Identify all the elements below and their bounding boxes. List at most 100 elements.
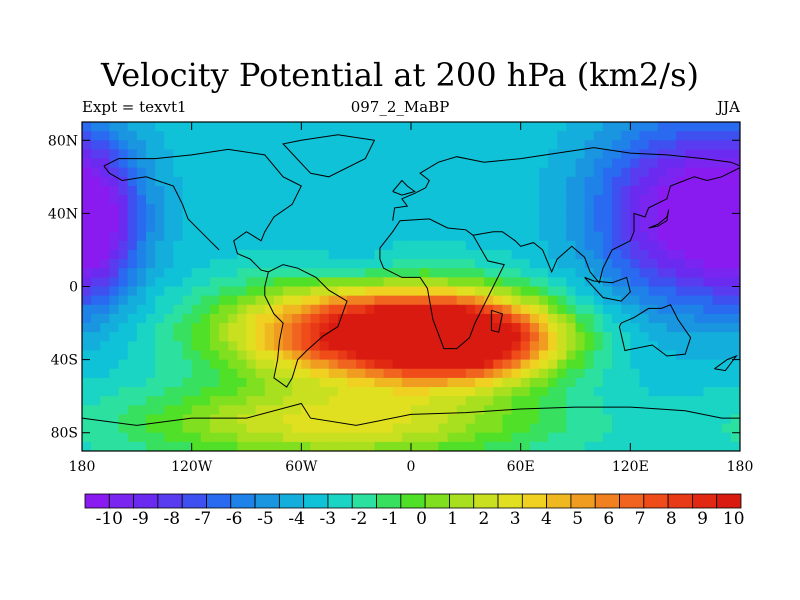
field-cell	[493, 286, 503, 297]
field-cell	[520, 341, 531, 352]
field-cell	[173, 185, 184, 196]
field-cell	[557, 323, 567, 333]
field-cell	[191, 176, 202, 187]
field-cell	[91, 423, 101, 434]
field-cell	[474, 313, 485, 324]
colorbar-swatch	[424, 493, 450, 509]
field-cell	[721, 149, 732, 160]
field-cell	[191, 268, 202, 278]
field-cell	[82, 122, 92, 132]
field-cell	[639, 350, 650, 361]
field-cell	[639, 432, 650, 443]
field-cell	[520, 441, 531, 451]
field-cell	[82, 332, 92, 342]
field-cell	[566, 222, 577, 233]
field-cell	[91, 158, 101, 169]
field-cell	[127, 405, 138, 416]
field-cell	[182, 313, 193, 324]
field-cell	[538, 286, 549, 297]
field-cell	[356, 149, 366, 160]
field-cell	[91, 140, 101, 151]
field-cell	[91, 341, 101, 352]
field-cell	[109, 323, 120, 333]
colorbar-label: -5	[257, 509, 274, 529]
field-cell	[420, 140, 430, 151]
field-cell	[301, 359, 312, 370]
field-cell	[520, 286, 531, 297]
field-cell	[109, 195, 120, 205]
field-cell	[109, 277, 120, 288]
field-cell	[438, 295, 449, 306]
field-cell	[730, 249, 740, 260]
field-cell	[292, 140, 302, 151]
field-cell	[685, 222, 695, 233]
field-cell	[548, 295, 558, 306]
field-cell	[657, 387, 668, 397]
field-cell	[246, 158, 257, 169]
field-cell	[474, 341, 485, 352]
colorbar-swatch	[449, 493, 475, 509]
field-cell	[411, 167, 421, 178]
field-cell	[228, 332, 238, 342]
field-cell	[721, 249, 732, 260]
field-cell	[347, 359, 357, 370]
field-cell	[200, 414, 211, 425]
field-cell	[173, 341, 184, 352]
field-cell	[502, 350, 513, 361]
field-cell	[529, 332, 540, 342]
field-cell	[639, 313, 650, 324]
field-cell	[456, 350, 467, 361]
field-cell	[676, 323, 686, 333]
field-cell	[145, 432, 156, 443]
field-cell	[283, 350, 293, 361]
field-cell	[411, 158, 421, 169]
field-cell	[401, 323, 412, 333]
field-cell	[685, 295, 695, 306]
field-cell	[685, 268, 695, 278]
map-title: Velocity Potential at 200 hPa (km2/s)	[101, 56, 699, 94]
field-cell	[502, 122, 513, 132]
field-cell	[365, 341, 376, 352]
field-cell	[666, 341, 677, 352]
field-cell	[703, 414, 714, 425]
field-cell	[228, 432, 238, 443]
field-cell	[356, 195, 366, 205]
field-cell	[191, 368, 202, 379]
field-cell	[255, 204, 266, 214]
field-cell	[237, 332, 248, 342]
field-cell	[694, 414, 705, 425]
field-cell	[676, 341, 686, 352]
field-cell	[538, 377, 549, 388]
field-cell	[164, 222, 174, 233]
field-cell	[109, 167, 120, 178]
field-cell	[191, 195, 202, 205]
field-cell	[292, 277, 302, 288]
x-tick-label: 120E	[612, 459, 649, 475]
field-cell	[630, 368, 641, 379]
field-cell	[255, 158, 266, 169]
field-cell	[548, 432, 558, 443]
field-cell	[703, 341, 714, 352]
field-cell	[721, 341, 732, 352]
field-cell	[566, 377, 577, 388]
field-cell	[685, 249, 695, 260]
field-cell	[127, 185, 138, 196]
field-cell	[91, 359, 101, 370]
field-cell	[82, 286, 92, 297]
field-cell	[100, 185, 111, 196]
field-cell	[82, 213, 92, 224]
field-cell	[730, 295, 740, 306]
field-cell	[557, 341, 567, 352]
field-cell	[694, 185, 705, 196]
field-cell	[447, 332, 458, 342]
field-cell	[648, 185, 659, 196]
field-cell	[484, 277, 494, 288]
field-cell	[356, 185, 366, 196]
field-cell	[557, 350, 567, 361]
field-cell	[484, 222, 494, 233]
field-cell	[493, 195, 503, 205]
field-cell	[639, 268, 650, 278]
field-cell	[91, 176, 101, 187]
field-cell	[164, 158, 174, 169]
field-cell	[155, 259, 165, 269]
